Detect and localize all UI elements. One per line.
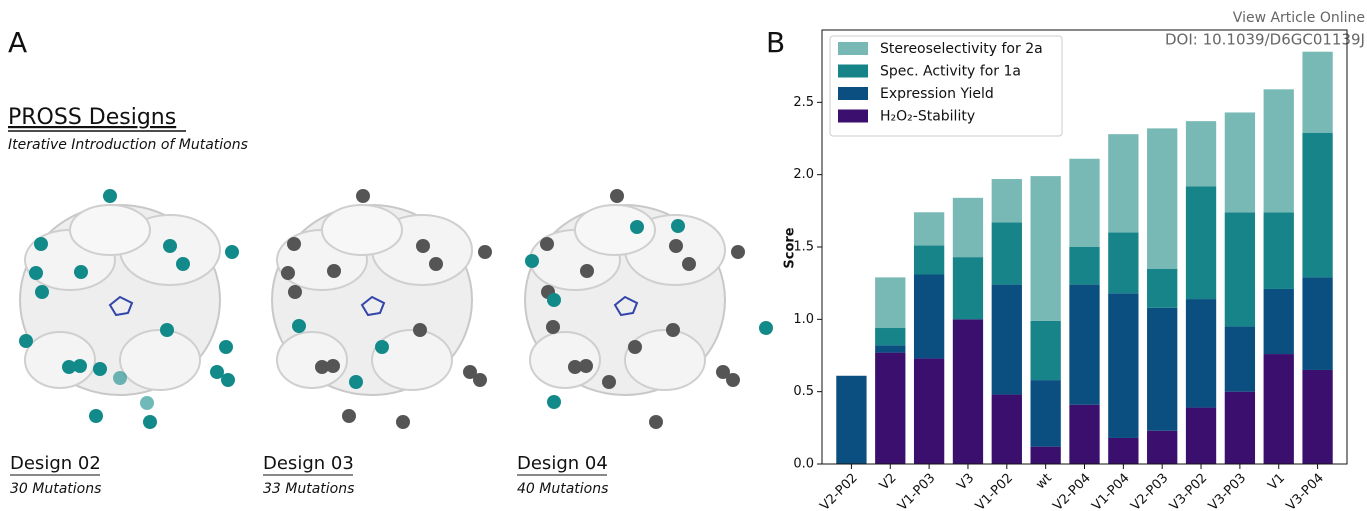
protein-design-02 <box>19 189 239 429</box>
panel-label: A <box>8 26 27 59</box>
bar-segment <box>875 328 905 345</box>
bar-segment <box>1186 408 1216 464</box>
bar-segment <box>875 345 905 352</box>
bar-segment <box>1264 212 1294 289</box>
legend-label: Stereoselectivity for 2a <box>880 41 1043 57</box>
bar-segment <box>953 257 983 319</box>
x-tick-label: V3 <box>955 471 978 494</box>
design-mutations: 30 Mutations <box>10 481 101 497</box>
design-mutations: 33 Mutations <box>263 481 354 497</box>
bar-segment <box>836 376 866 464</box>
x-tick-label: wt <box>1033 471 1055 493</box>
bar-segment <box>875 277 905 328</box>
panel-title: PROSS Designs <box>8 105 176 130</box>
x-tick-label: V3-P04 <box>1284 471 1327 511</box>
bar-segment <box>1147 308 1177 431</box>
x-tick-label: V1-P04 <box>1089 471 1132 511</box>
design-name: Design 02 <box>10 453 101 474</box>
x-tick-label: V1 <box>1265 471 1288 494</box>
figure: View Article Online DOI: 10.1039/D6GC011… <box>0 0 1367 511</box>
protein-design-04 <box>525 189 773 429</box>
bar-segment <box>1264 89 1294 212</box>
x-tick-label: V2-P03 <box>1128 471 1171 511</box>
view-article-link[interactable]: View Article Online <box>1233 10 1365 26</box>
bar-segment <box>1264 289 1294 354</box>
bar-segment <box>875 353 905 464</box>
page: { "overlay": {"link": "View Article Onli… <box>0 0 1367 511</box>
bar-segment <box>1225 212 1255 326</box>
bar-segment <box>1031 321 1061 380</box>
bar-segment <box>1302 370 1332 464</box>
bar-segment <box>1186 186 1216 299</box>
design-name: Design 03 <box>263 453 354 474</box>
bar-segment <box>1069 247 1099 285</box>
bar-segment <box>1186 299 1216 408</box>
bar-segment <box>1108 233 1138 294</box>
y-tick-label: 1.5 <box>793 240 814 255</box>
bar-segment <box>992 395 1022 464</box>
x-tick-label: V1-P02 <box>973 471 1016 511</box>
legend-swatch <box>838 65 868 78</box>
legend-label: Spec. Activity for 1a <box>880 64 1021 80</box>
legend-swatch <box>838 42 868 55</box>
bar-segment <box>914 246 944 275</box>
bar-segment <box>1147 128 1177 268</box>
bar-segment <box>1302 52 1332 133</box>
bar-segment <box>1302 277 1332 370</box>
bar-segment <box>953 198 983 257</box>
bar-segment <box>1108 293 1138 438</box>
legend-label: H₂O₂-Stability <box>880 109 975 125</box>
x-tick-label: V2-P04 <box>1050 471 1093 511</box>
legend-label: Expression Yield <box>880 86 994 102</box>
panel-label: B <box>766 26 785 59</box>
bar-segment <box>1302 133 1332 278</box>
bar-segment <box>914 358 944 464</box>
x-tick-label: V1-P03 <box>895 471 938 511</box>
panel-subtitle: Iterative Introduction of Mutations <box>8 137 248 153</box>
bar-segment <box>1069 285 1099 405</box>
x-tick-label: V2 <box>877 471 900 494</box>
bar-segment <box>1069 159 1099 247</box>
doi: DOI: 10.1039/D6GC01139J <box>1165 31 1365 49</box>
design-name: Design 04 <box>517 453 608 474</box>
protein-design-03 <box>272 189 492 429</box>
bar-segment <box>992 285 1022 395</box>
design-mutations: 40 Mutations <box>517 481 608 497</box>
bar-segment <box>1031 176 1061 321</box>
bar-segment <box>1147 431 1177 464</box>
x-tick-label: V3-P02 <box>1167 471 1210 511</box>
bar-segment <box>992 222 1022 284</box>
bar-segment <box>1031 380 1061 447</box>
bar-segment <box>1069 405 1099 464</box>
bar-segment <box>1264 354 1294 464</box>
bar-segment <box>1147 269 1177 308</box>
bar-segment <box>1108 438 1138 464</box>
x-tick-label: V2-P02 <box>817 471 860 511</box>
bar-segment <box>1225 327 1255 392</box>
legend-swatch <box>838 87 868 100</box>
bar-segment <box>1186 121 1216 186</box>
y-tick-label: 0.0 <box>793 457 814 472</box>
bar-segment <box>914 212 944 245</box>
bar-segment <box>992 179 1022 222</box>
y-tick-label: 2.5 <box>793 95 814 110</box>
bar-segment <box>1225 392 1255 464</box>
bar-segment <box>914 274 944 358</box>
bar-segment <box>1108 134 1138 232</box>
legend-swatch <box>838 110 868 123</box>
bar-segment <box>1031 447 1061 464</box>
y-tick-label: 0.5 <box>793 384 814 399</box>
bar-segment <box>953 319 983 464</box>
x-tick-label: V3-P03 <box>1206 471 1249 511</box>
y-tick-label: 2.0 <box>793 167 814 182</box>
y-tick-label: 1.0 <box>793 312 814 327</box>
bar-segment <box>1225 112 1255 212</box>
